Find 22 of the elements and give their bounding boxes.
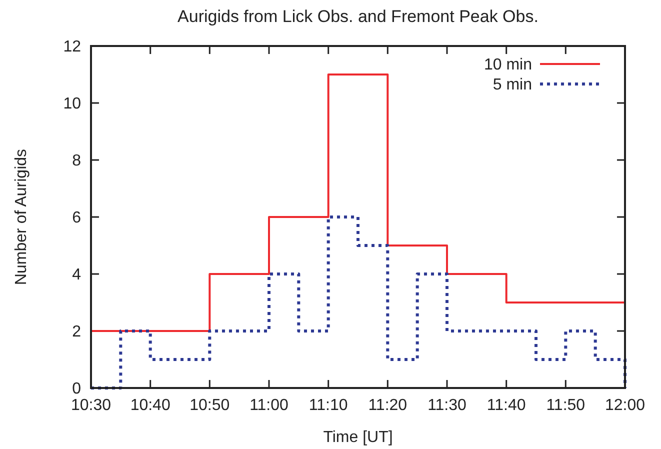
y-axis-title: Number of Aurigids: [13, 148, 30, 286]
legend-label: 10 min: [484, 56, 532, 74]
y-tick-label: 2: [72, 324, 82, 341]
x-tick-label: 10:40: [130, 397, 170, 414]
chart-title: Aurigids from Lick Obs. and Fremont Peak Obs.: [178, 7, 538, 26]
x-tick-label: 11:20: [368, 397, 408, 414]
y-tick-label: 12: [63, 38, 82, 56]
y-tick-label: 6: [72, 210, 82, 227]
x-tick-label: 11:40: [486, 397, 526, 414]
x-tick-label: 10:50: [190, 397, 230, 414]
x-tick-label: 10:30: [70, 397, 112, 414]
y-tick-label: 0: [72, 380, 82, 398]
legend-label: 5 min: [492, 76, 532, 94]
x-tick-label: 12:00: [604, 397, 646, 414]
x-axis-title: Time [UT]: [323, 429, 393, 446]
x-tick-label: 11:30: [428, 397, 467, 414]
y-tick-label: 8: [72, 152, 82, 170]
x-tick-label: 11:50: [546, 397, 586, 414]
y-tick-label: 10: [63, 96, 82, 113]
x-tick-label: 11:00: [250, 397, 289, 414]
x-tick-label: 11:10: [308, 397, 348, 414]
y-tick-label: 4: [72, 266, 82, 284]
